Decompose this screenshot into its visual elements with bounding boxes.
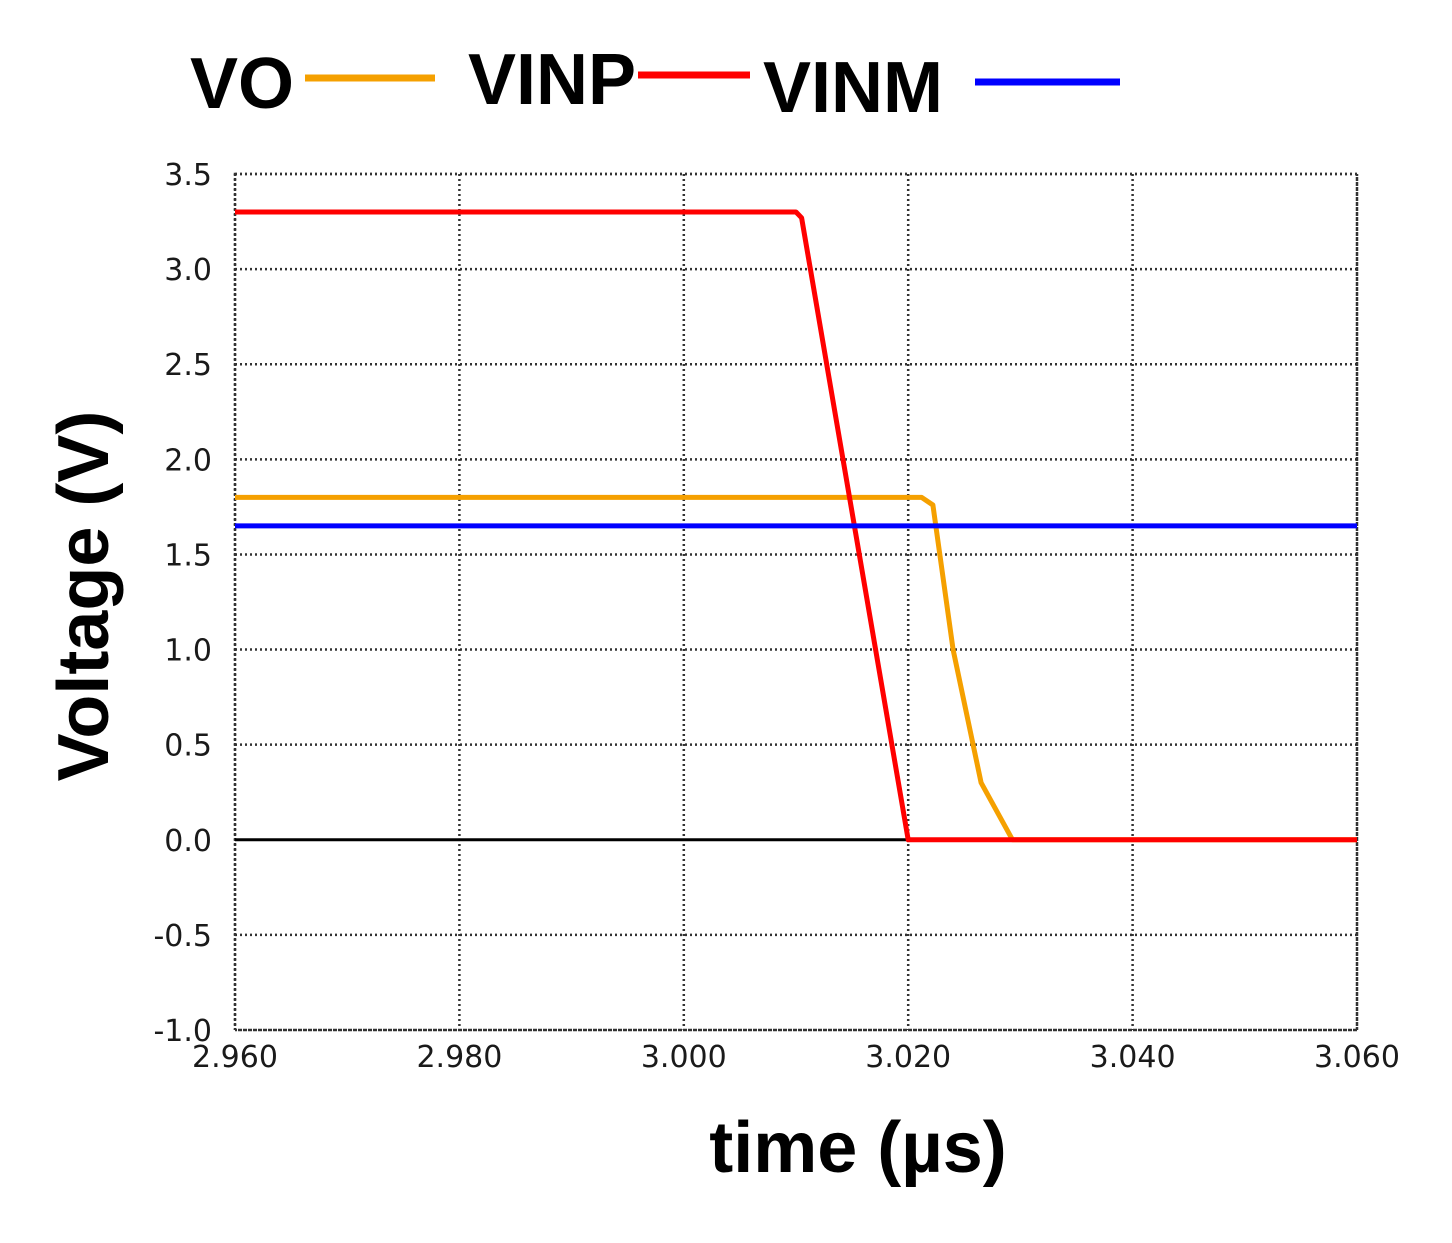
legend-label-vinp: VINP — [468, 40, 636, 120]
y-tick-label-2-0: 2.0 — [164, 443, 212, 478]
y-tick-label-0-5: -0.5 — [153, 919, 212, 954]
grid — [233, 172, 1359, 1032]
y-tick-label-1-0: 1.0 — [164, 634, 212, 669]
x-tick-label-3-040: 3.040 — [1090, 1040, 1176, 1075]
series-line-vo — [235, 494, 1357, 843]
legend-label-vo: VO — [190, 44, 294, 124]
legend: VO VINP VINM — [190, 40, 1120, 128]
y-tick-label-3-5: 3.5 — [164, 158, 212, 193]
tick-layer: 3.5 3.0 2.5 2.0 1.5 1.0 0.5 0.0 -0.5 -1.02.960 2.9… — [153, 158, 1399, 1075]
y-tick-label-2-5: 2.5 — [164, 348, 212, 383]
y-tick-label-3-0: 3.0 — [164, 253, 212, 288]
x-axis-title: time (µs) — [709, 1108, 1007, 1188]
legend-label-vinm: VINM — [763, 48, 943, 128]
y-tick-label-0-0: 0.0 — [164, 824, 212, 859]
y-tick-label-1-0: -1.0 — [153, 1014, 212, 1049]
y-tick-label-0-5: 0.5 — [164, 729, 212, 764]
x-tick-label-3-000: 3.000 — [641, 1040, 727, 1075]
plot-frame — [233, 172, 1359, 1032]
series-layer — [235, 209, 1357, 843]
x-tick-label-3-060: 3.060 — [1314, 1040, 1400, 1075]
x-tick-label-2-960: 2.960 — [192, 1040, 278, 1075]
x-tick-label-3-020: 3.020 — [865, 1040, 951, 1075]
y-tick-label-1-5: 1.5 — [164, 538, 212, 573]
series-line-vinp — [235, 209, 1357, 843]
y-axis-title: Voltage (V) — [44, 411, 124, 782]
x-tick-label-2-980: 2.980 — [416, 1040, 502, 1075]
